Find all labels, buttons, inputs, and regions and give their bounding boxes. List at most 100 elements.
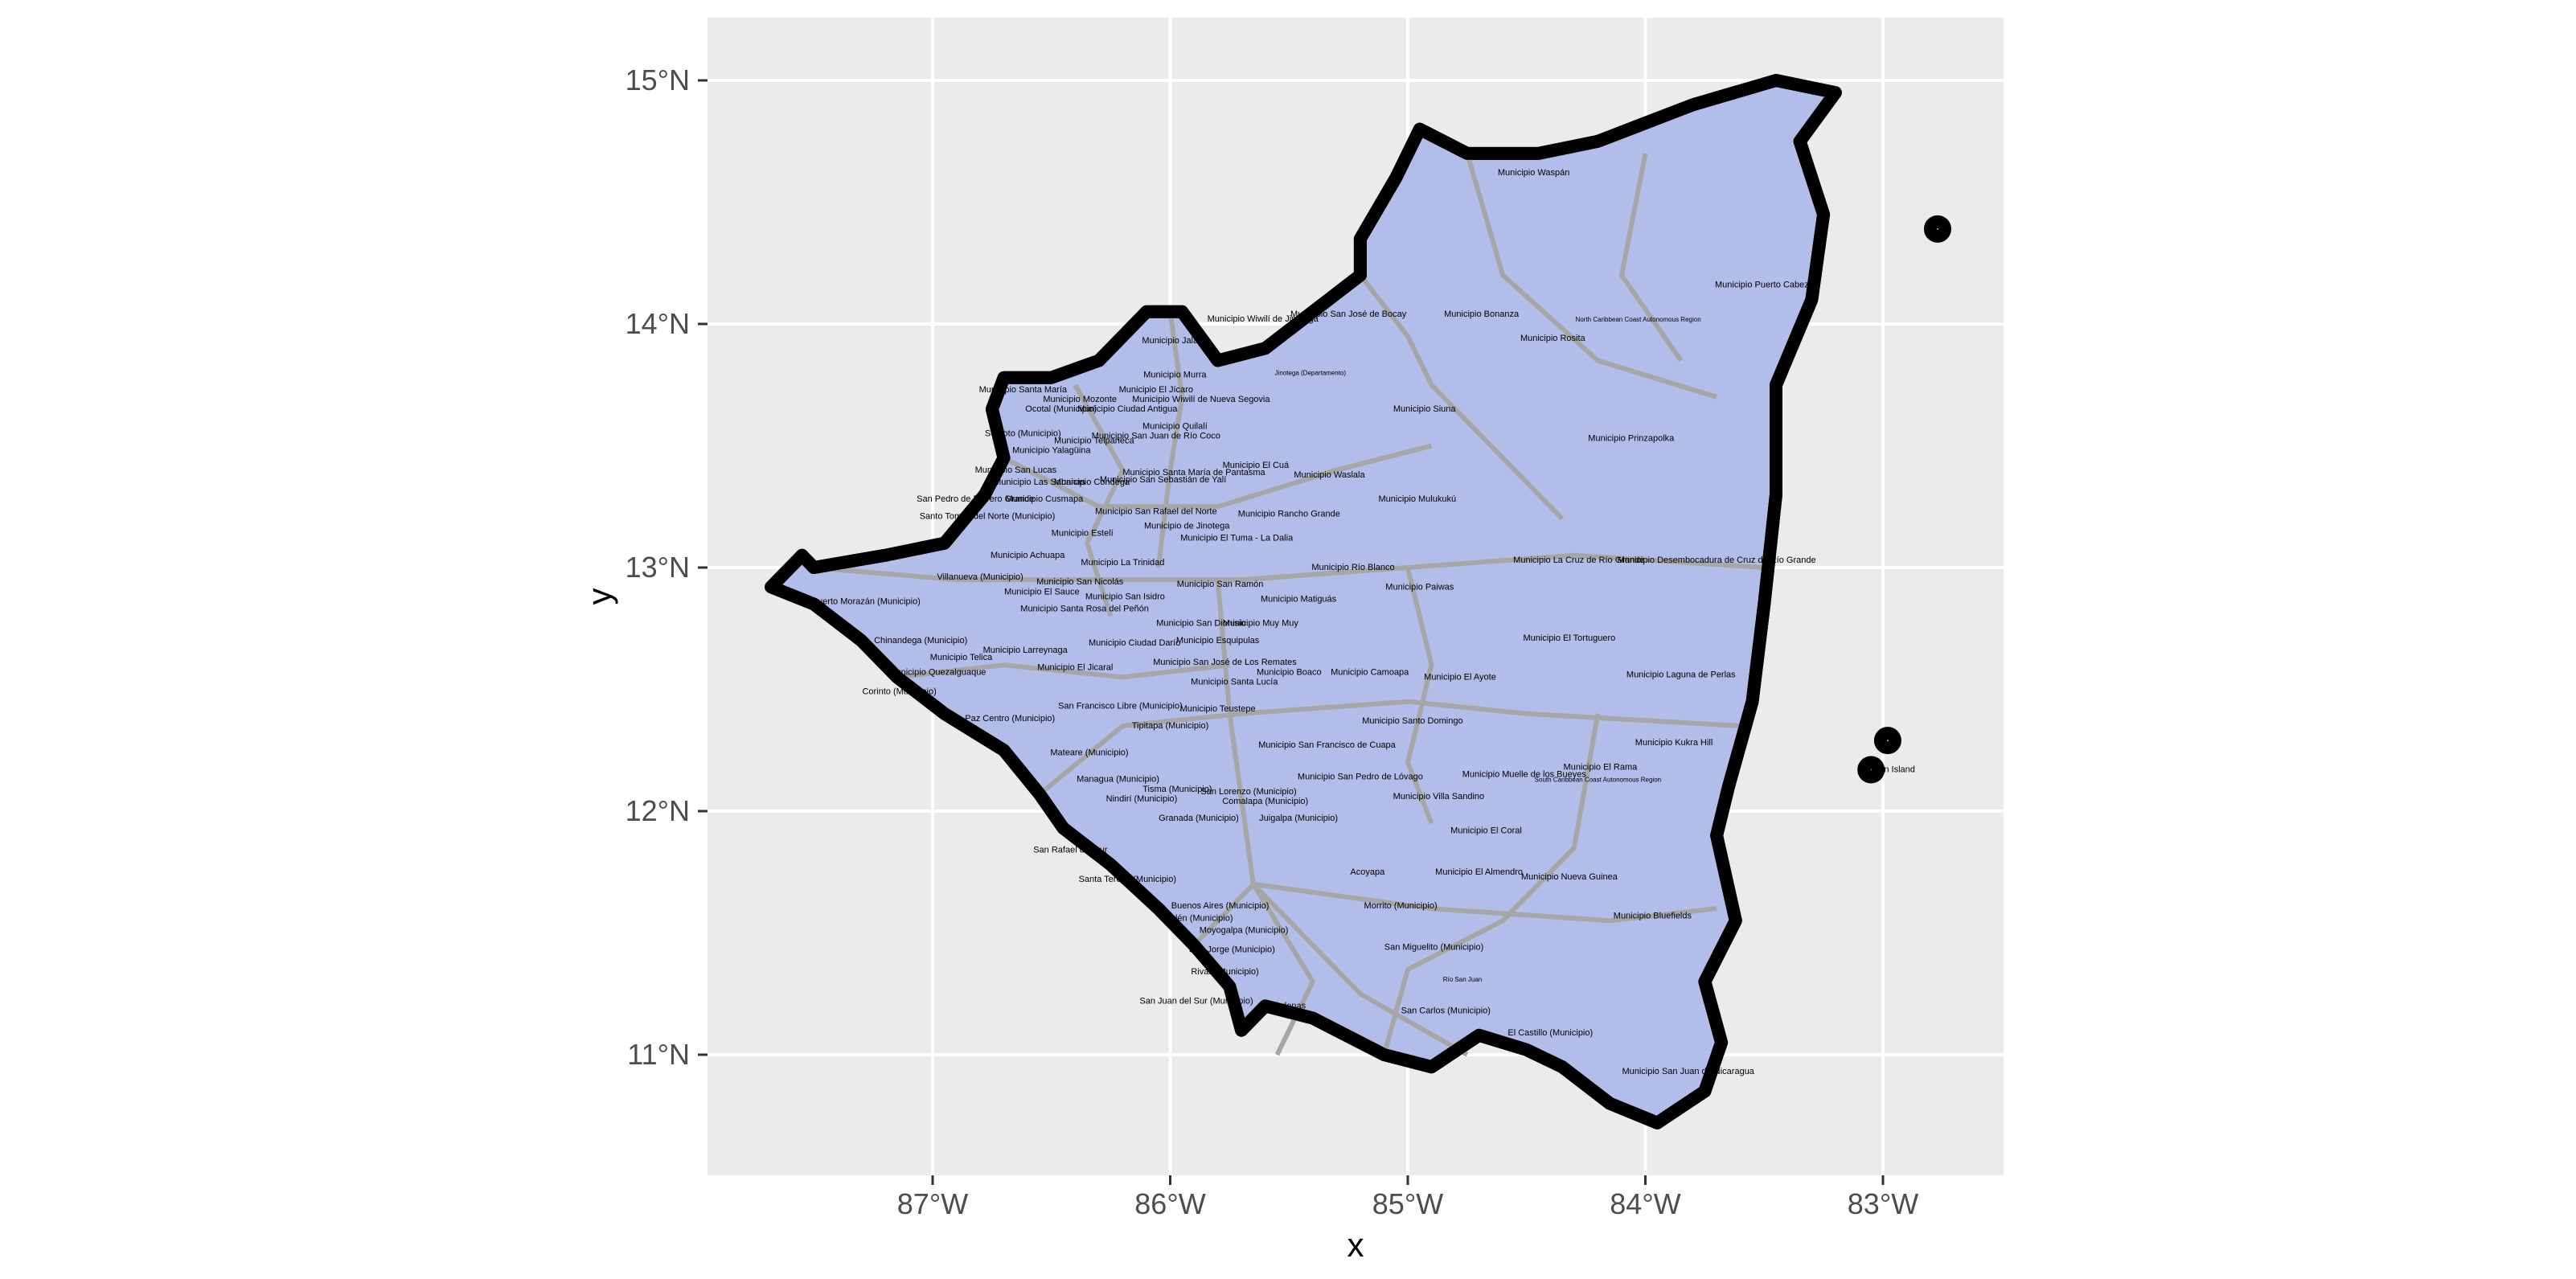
municipality-label: Belén (Municipio) bbox=[1165, 913, 1233, 923]
municipality-label: Municipio El Tuma - La Dalia bbox=[1180, 534, 1294, 543]
municipality-label: Juigalpa (Municipio) bbox=[1259, 814, 1338, 823]
municipality-label: San Jorge (Municipio) bbox=[1189, 945, 1275, 955]
municipality-label: Municipio El Almendro bbox=[1435, 867, 1523, 877]
y-tick-label: 11°N bbox=[627, 1038, 690, 1071]
municipality-label: Tisma (Municipio) bbox=[1142, 785, 1212, 794]
municipality-label: Nindirí (Municipio) bbox=[1106, 794, 1178, 804]
municipality-label: Municipio Wiwilí de Jinotega bbox=[1208, 314, 1319, 324]
municipality-label: Municipio Rancho Grande bbox=[1238, 509, 1340, 519]
municipality-label: Municipio Desembocadura de Cruz de Río G… bbox=[1618, 555, 1816, 565]
municipality-label: Municipio Ciudad Antigua bbox=[1077, 404, 1178, 414]
municipality-label: Municipio Santa María de Pantasma bbox=[1122, 468, 1265, 478]
municipal-border bbox=[1465, 153, 1717, 400]
municipality-label: Municipio Nueva Guinea bbox=[1521, 872, 1618, 882]
municipality-label: Tipitapa (Municipio) bbox=[1132, 721, 1209, 731]
municipality-label: Municipio Mozonte bbox=[1043, 395, 1117, 404]
municipality-label: Municipio Matiguás bbox=[1261, 594, 1337, 604]
y-tick-label: 15°N bbox=[626, 64, 690, 96]
municipal-border bbox=[1003, 443, 1433, 510]
municipality-label: Municipio Esquipulas bbox=[1176, 636, 1260, 646]
municipality-label: Municipio Santa María bbox=[979, 385, 1068, 395]
municipality-label: San Rafael del Sur bbox=[1033, 846, 1108, 855]
municipality-label: Municipio Puerto Cabezas bbox=[1715, 281, 1819, 290]
municipality-label: Municipio La Trinidad bbox=[1081, 558, 1164, 568]
municipal-border bbox=[896, 662, 1230, 680]
municipality-label: Municipio Quilalí bbox=[1142, 421, 1208, 431]
municipal-border bbox=[1358, 273, 1565, 521]
municipality-label: Chinandega (Municipio) bbox=[874, 636, 967, 646]
municipality-label: Municipio San José de Bocay bbox=[1290, 310, 1407, 319]
municipality-label: San Francisco Libre (Municipio) bbox=[1058, 702, 1183, 711]
municipality-label: Municipio San Pedro de Lóvago bbox=[1298, 773, 1423, 782]
municipality-label: Municipio Santa Rosa del Peñón bbox=[1020, 605, 1149, 614]
municipality-label: Municipio Santa Lucía bbox=[1191, 677, 1278, 687]
municipality-label: Municipio Telica bbox=[930, 653, 993, 662]
municipality-label: San Pedro de Potrero Grande bbox=[917, 494, 1034, 504]
municipality-label: Municipio Telpaneca bbox=[1054, 437, 1134, 446]
municipality-label: North Caribbean Coast Autonomous Region bbox=[1576, 316, 1701, 323]
municipal-border bbox=[814, 552, 1765, 583]
municipality-label: Municipio San José de Los Remates bbox=[1153, 658, 1297, 667]
x-tick-label: 87°W bbox=[897, 1187, 968, 1220]
municipality-label: Municipio Río Blanco bbox=[1311, 563, 1394, 572]
municipal-border bbox=[1155, 311, 1185, 568]
axes: 87°W 86°W 85°W 84°W 83°W 15°N 14°N 13°N 12°N 11°N bbox=[626, 64, 1919, 1220]
municipality-label: Municipio de Jinotega bbox=[1144, 522, 1230, 531]
municipality-label: Mateare (Municipio) bbox=[1050, 748, 1128, 757]
municipality-label: El Castillo (Municipio) bbox=[1507, 1028, 1593, 1038]
x-tick-label: 85°W bbox=[1372, 1187, 1443, 1220]
municipality-label: Municipio Kukra Hill bbox=[1635, 738, 1713, 748]
municipality-label: San Carlos (Municipio) bbox=[1401, 1006, 1491, 1016]
municipality-label: Municipio Laguna de Perlas bbox=[1626, 670, 1736, 679]
municipality-label: San Miguelito (Municipio) bbox=[1384, 943, 1484, 953]
municipality-label: Municipio Camoapa bbox=[1331, 667, 1409, 677]
municipality-label: Municipio El Ayote bbox=[1424, 672, 1496, 682]
municipality-label: San Lorenzo (Municipio) bbox=[1200, 787, 1296, 797]
municipality-label: Acoyapa bbox=[1350, 867, 1385, 877]
municipality-label: Municipio El Jícaro bbox=[1119, 385, 1193, 395]
municipality-label: Municipio Murra bbox=[1143, 371, 1207, 380]
municipality-label: Municipio La Cruz de Río Grande bbox=[1513, 555, 1644, 565]
municipal-border bbox=[1192, 881, 1717, 947]
municipality-label: Corn Island bbox=[1870, 765, 1915, 775]
municipality-label: Municipio Rosita bbox=[1520, 334, 1586, 343]
municipality-label: Municipio Mulukukú bbox=[1378, 494, 1456, 504]
country-outline bbox=[765, 74, 1842, 1129]
x-tick-label: 86°W bbox=[1134, 1187, 1205, 1220]
municipality-label: Municipio San Isidro bbox=[1085, 592, 1165, 601]
x-tick-label: 84°W bbox=[1610, 1187, 1680, 1220]
x-axis-title: x bbox=[1347, 1226, 1364, 1264]
municipality-label: Corinto (Municipio) bbox=[862, 687, 936, 697]
y-axis-title: y bbox=[580, 588, 618, 605]
municipality-labels: Municipio Waspán Municipio Puerto Cabezas… bbox=[812, 168, 1915, 1076]
municipality-label: Municipio Larreynaga bbox=[983, 646, 1069, 655]
municipality-label: La Paz Centro (Municipio) bbox=[953, 714, 1055, 724]
municipality-label: Municipio Siuna bbox=[1393, 404, 1457, 414]
municipal-border bbox=[1251, 882, 1469, 1057]
municipal-border bbox=[1405, 567, 1434, 825]
municipality-label: Municipio San Rafael del Norte bbox=[1095, 506, 1217, 516]
municipal-border bbox=[1619, 153, 1684, 363]
municipality-label: Municipio San Nicolás bbox=[1036, 577, 1124, 587]
municipality-label: Municipio Bluefields bbox=[1614, 911, 1692, 920]
municipality-label: Municipio Condega bbox=[1054, 478, 1130, 487]
municipality-label: Morrito (Municipio) bbox=[1364, 901, 1438, 911]
municipality-label: Buenos Aires (Municipio) bbox=[1171, 901, 1270, 911]
municipality-label: Municipio San Francisco de Cuapa bbox=[1258, 740, 1396, 750]
municipality-label: South Caribbean Coast Autonomous Region bbox=[1535, 777, 1661, 784]
municipality-label: Puerto Morazán (Municipio) bbox=[812, 597, 921, 607]
municipality-label: Municipio Jalapa bbox=[1142, 336, 1208, 346]
y-tick-label: 13°N bbox=[626, 551, 690, 584]
municipality-label: Ocotal (Municipio) bbox=[1025, 404, 1097, 414]
municipality-label: Managua (Municipio) bbox=[1077, 775, 1159, 785]
y-tick-label: 14°N bbox=[626, 307, 690, 340]
municipality-label: Municipio San Juan de Río Coco bbox=[1092, 431, 1220, 441]
municipality-label: Municipio San Dionisio bbox=[1156, 619, 1245, 629]
municipal-border bbox=[1381, 713, 1601, 1056]
municipality-label: Municipio Yalagüina bbox=[1012, 446, 1091, 456]
municipality-label: Jinotega (Departamento) bbox=[1275, 370, 1347, 377]
municipality-label: Somoto (Municipio) bbox=[985, 428, 1061, 438]
municipality-label: Santo Tomás del Norte (Municipio) bbox=[920, 511, 1056, 521]
